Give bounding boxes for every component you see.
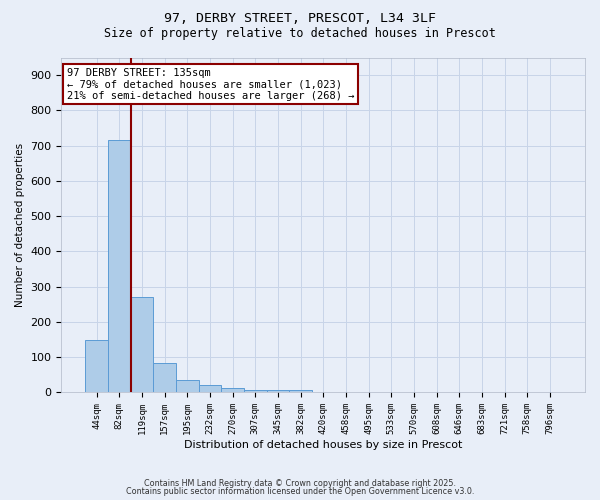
- Text: Contains public sector information licensed under the Open Government Licence v3: Contains public sector information licen…: [126, 487, 474, 496]
- X-axis label: Distribution of detached houses by size in Prescot: Distribution of detached houses by size …: [184, 440, 463, 450]
- Bar: [176, 380, 199, 392]
- Text: 97 DERBY STREET: 135sqm
← 79% of detached houses are smaller (1,023)
21% of semi: 97 DERBY STREET: 135sqm ← 79% of detache…: [67, 68, 354, 100]
- Text: Contains HM Land Registry data © Crown copyright and database right 2025.: Contains HM Land Registry data © Crown c…: [144, 478, 456, 488]
- Bar: [153, 362, 176, 392]
- Bar: [266, 390, 289, 392]
- Bar: [221, 388, 244, 392]
- Bar: [131, 298, 153, 392]
- Text: Size of property relative to detached houses in Prescot: Size of property relative to detached ho…: [104, 28, 496, 40]
- Y-axis label: Number of detached properties: Number of detached properties: [15, 143, 25, 307]
- Text: 97, DERBY STREET, PRESCOT, L34 3LF: 97, DERBY STREET, PRESCOT, L34 3LF: [164, 12, 436, 26]
- Bar: [108, 140, 131, 392]
- Bar: [199, 386, 221, 392]
- Bar: [289, 390, 312, 392]
- Bar: [85, 340, 108, 392]
- Bar: [244, 390, 266, 392]
